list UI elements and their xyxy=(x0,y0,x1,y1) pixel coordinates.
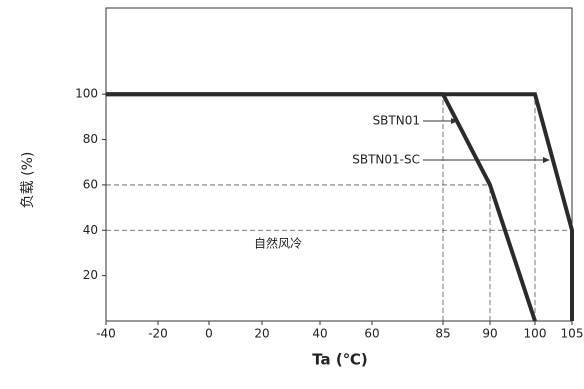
x-tick-label: -20 xyxy=(148,327,168,341)
x-tick-label: 85 xyxy=(435,327,450,341)
x-tick-label: 90 xyxy=(482,327,497,341)
plot-frame xyxy=(105,7,573,322)
annotation: SBTN01 xyxy=(373,114,420,128)
x-axis-label: Ta (℃) xyxy=(312,351,368,369)
y-tick-label: 20 xyxy=(83,268,98,282)
x-tick-label: -40 xyxy=(96,327,116,341)
annotation-arrowhead xyxy=(451,118,458,124)
y-axis-label: 负载 (%) xyxy=(20,152,36,209)
x-tick-label: 20 xyxy=(254,327,269,341)
y-tick-label: 100 xyxy=(75,87,98,101)
x-tick-label: 0 xyxy=(205,327,213,341)
annotation-arrowhead xyxy=(543,157,550,163)
annotation: 自然风冷 xyxy=(254,236,302,251)
x-tick-label: 40 xyxy=(312,327,327,341)
x-tick-label: 60 xyxy=(364,327,379,341)
series-line xyxy=(106,92,574,321)
annotation: SBTN01-SC xyxy=(352,153,420,167)
y-tick-label: 40 xyxy=(83,223,98,237)
x-tick-label: 105 xyxy=(561,327,584,341)
y-tick-label: 60 xyxy=(83,177,98,191)
y-tick-label: 80 xyxy=(83,132,98,146)
series-line xyxy=(106,92,537,322)
x-tick-label: 100 xyxy=(524,327,547,341)
